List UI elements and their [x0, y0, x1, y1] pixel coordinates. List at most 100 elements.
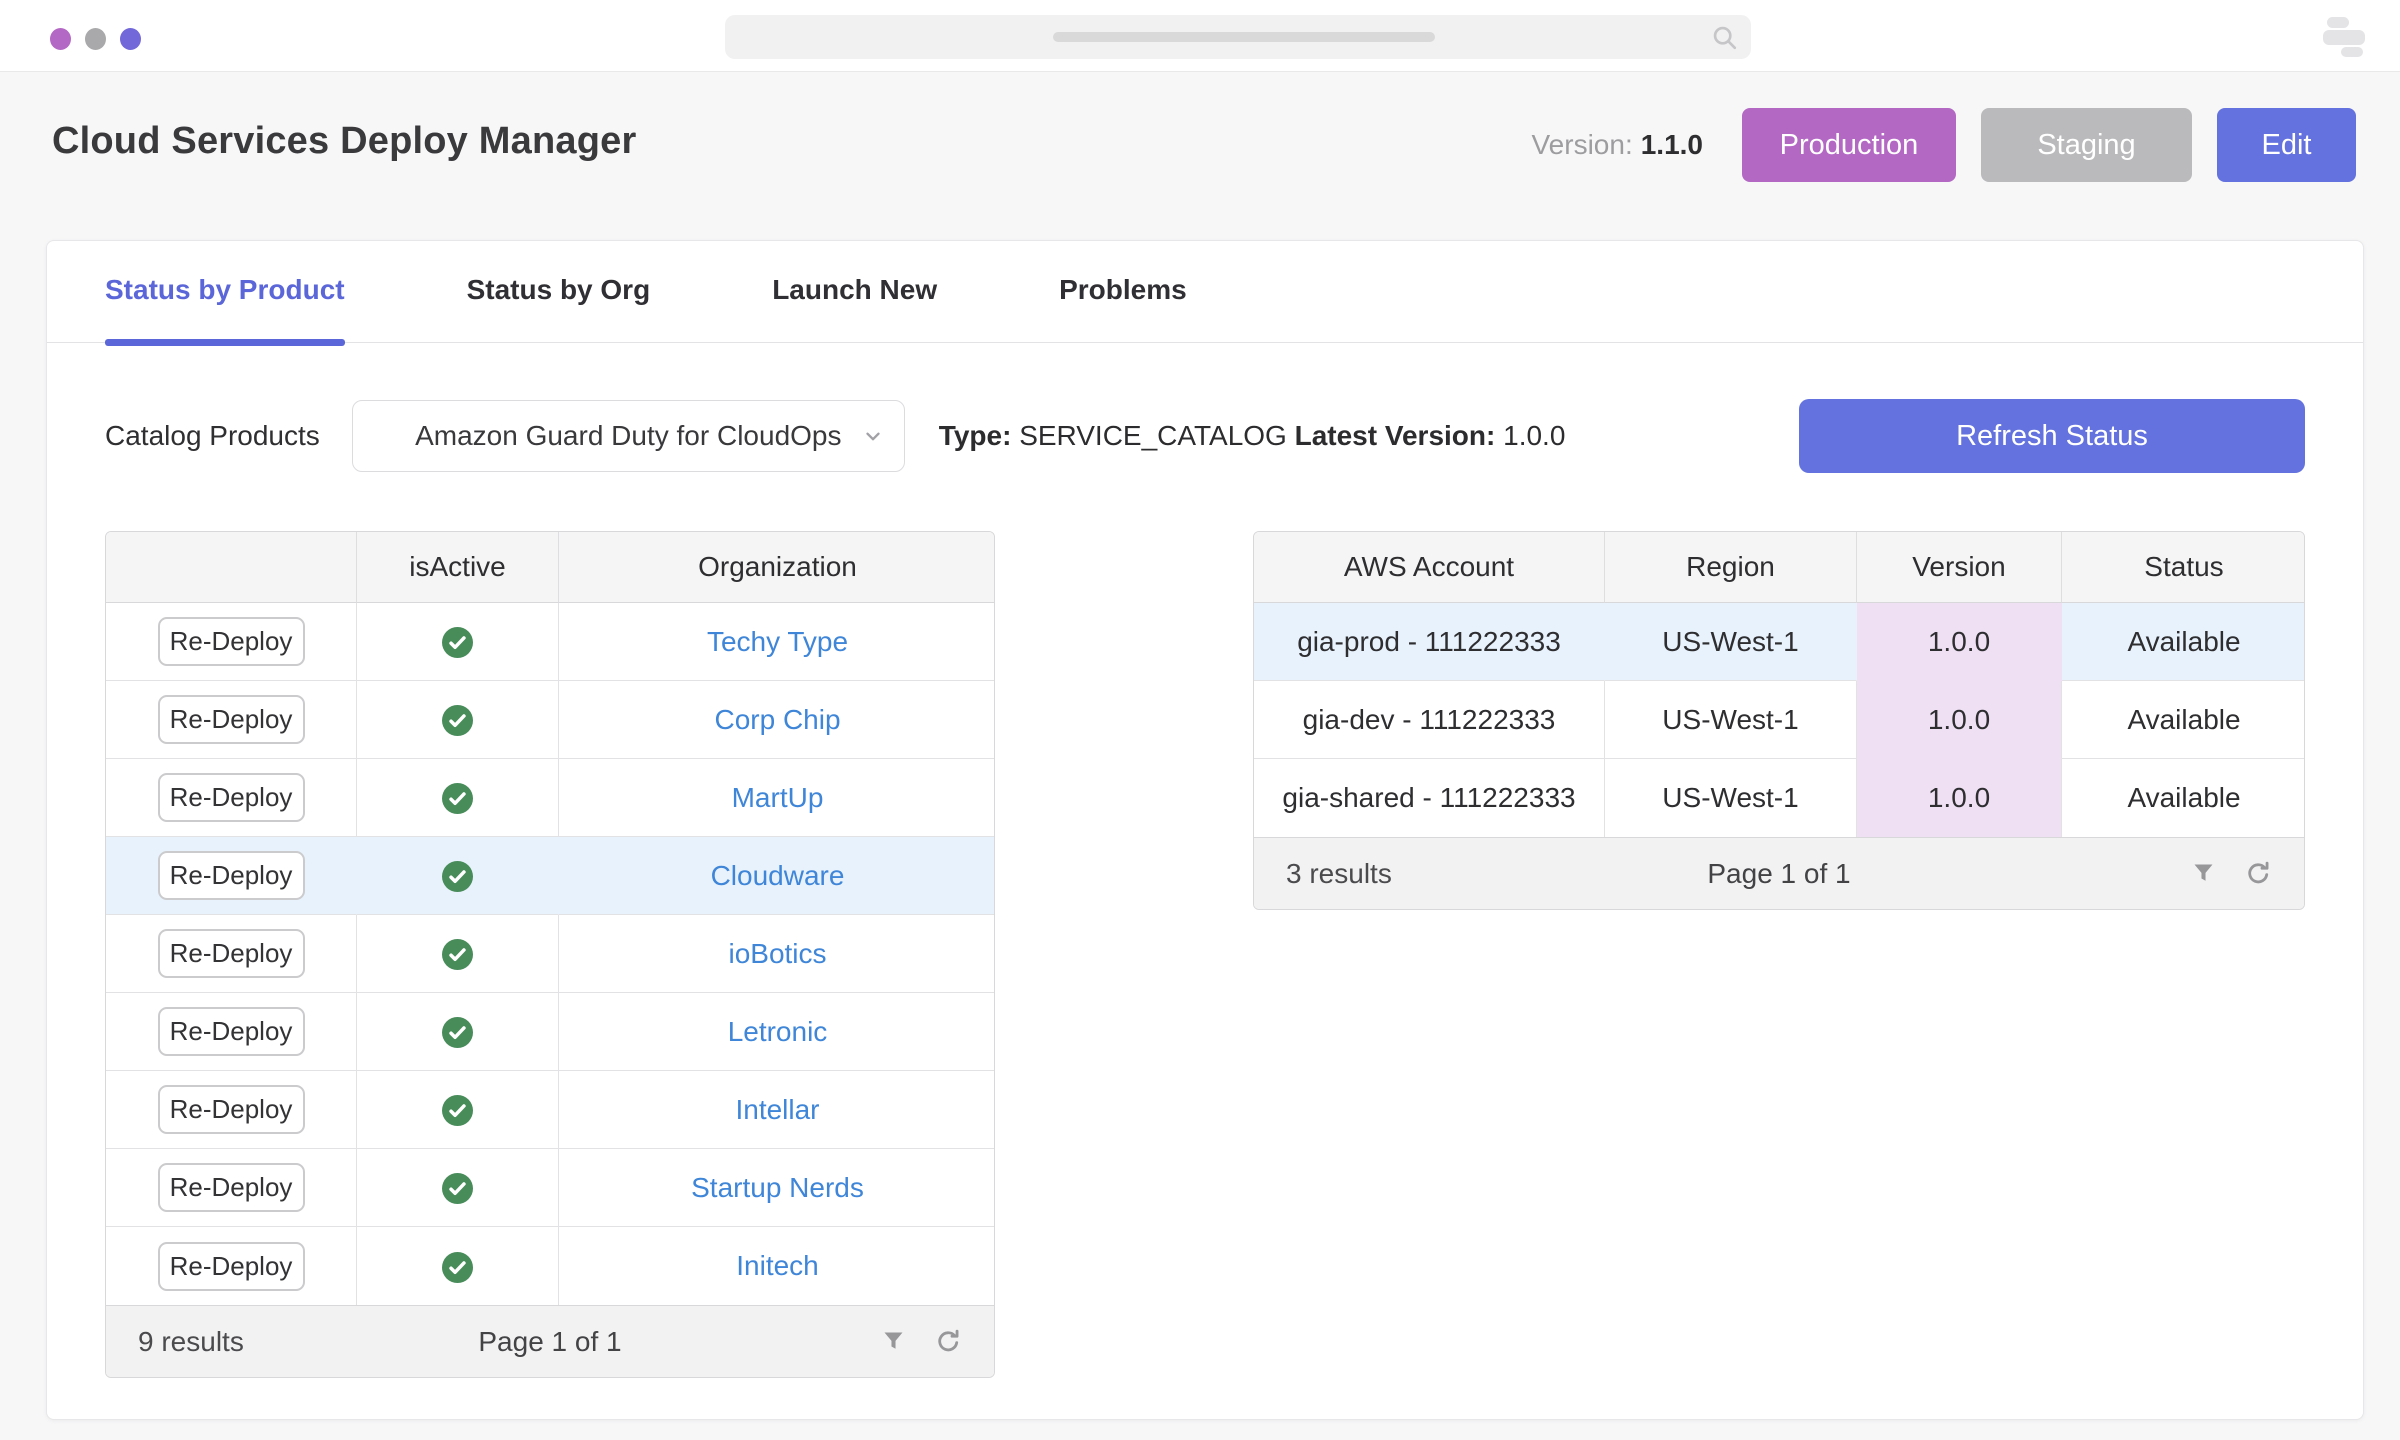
- tab-problems[interactable]: Problems: [1059, 274, 1187, 305]
- isactive-cell: [357, 837, 559, 915]
- redeploy-cell: Re-Deploy: [106, 837, 357, 915]
- org-table-row: Re-Deploy Corp Chip: [106, 681, 994, 759]
- acct-page-indicator: Page 1 of 1: [1707, 857, 1851, 889]
- org-header-actions: [106, 532, 357, 603]
- redeploy-cell: Re-Deploy: [106, 915, 357, 993]
- page-title: Cloud Services Deploy Manager: [52, 120, 637, 162]
- org-link[interactable]: Techy Type: [706, 625, 849, 657]
- redeploy-cell: Re-Deploy: [106, 1149, 357, 1227]
- redeploy-button[interactable]: Re-Deploy: [157, 617, 305, 666]
- redeploy-button[interactable]: Re-Deploy: [157, 773, 305, 822]
- account-table-row[interactable]: gia-dev - 111222333 US-West-1 1.0.0 Avai…: [1254, 681, 2304, 759]
- organization-cell: ioBotics: [559, 915, 994, 993]
- browser-search-input[interactable]: [725, 15, 1751, 59]
- org-link[interactable]: Corp Chip: [714, 703, 841, 735]
- redeploy-cell: Re-Deploy: [106, 759, 357, 837]
- type-label: Type:: [938, 420, 1012, 451]
- tab-status-by-product[interactable]: Status by Product: [105, 274, 345, 346]
- org-link[interactable]: Letronic: [727, 1015, 828, 1047]
- isactive-cell: [357, 1227, 559, 1305]
- account-table-row[interactable]: gia-shared - 111222333 US-West-1 1.0.0 A…: [1254, 759, 2304, 837]
- refresh-icon[interactable]: [2245, 860, 2272, 887]
- edit-button[interactable]: Edit: [2217, 108, 2356, 182]
- latest-version-label: Latest Version:: [1294, 420, 1496, 451]
- isactive-cell: [357, 681, 559, 759]
- version-cell: 1.0.0: [1857, 681, 2062, 759]
- org-table-row: Re-Deploy Cloudware: [106, 837, 994, 915]
- redeploy-button[interactable]: Re-Deploy: [157, 695, 305, 744]
- active-check-icon: [442, 1017, 473, 1049]
- redeploy-button[interactable]: Re-Deploy: [157, 1241, 305, 1291]
- window-dot-indigo[interactable]: [120, 28, 141, 50]
- organization-cell: Cloudware: [559, 837, 994, 915]
- active-check-icon: [442, 939, 473, 971]
- tab-status-by-org[interactable]: Status by Org: [466, 274, 651, 305]
- redeploy-cell: Re-Deploy: [106, 1071, 357, 1149]
- organization-cell: Initech: [559, 1227, 994, 1305]
- region-cell: US-West-1: [1605, 603, 1857, 681]
- org-table-body: Re-Deploy Techy Type Re-Deploy Corp Chip: [106, 603, 994, 1305]
- redeploy-cell: Re-Deploy: [106, 1227, 357, 1305]
- dropdown-selected-value: Amazon Guard Duty for CloudOps: [415, 420, 842, 451]
- org-link[interactable]: Intellar: [735, 1093, 820, 1125]
- org-table-row: Re-Deploy Letronic: [106, 993, 994, 1071]
- org-table-row: Re-Deploy ioBotics: [106, 915, 994, 993]
- status-cell: Available: [2127, 782, 2241, 813]
- account-table-row[interactable]: gia-prod - 111222333 US-West-1 1.0.0 Ava…: [1254, 603, 2304, 681]
- organization-cell: Intellar: [559, 1071, 994, 1149]
- header-actions: Version: 1.1.0 Production Staging Edit: [1532, 108, 2356, 182]
- org-results-count: 9 results: [138, 1325, 244, 1357]
- filter-icon[interactable]: [2190, 860, 2217, 887]
- catalog-product-dropdown[interactable]: Amazon Guard Duty for CloudOps: [351, 400, 905, 472]
- version-value: 1.1.0: [1640, 129, 1703, 160]
- app-version: Version: 1.1.0: [1532, 129, 1703, 161]
- stacked-bars-icon[interactable]: [2323, 15, 2367, 57]
- staging-button[interactable]: Staging: [1981, 108, 2192, 182]
- redeploy-cell: Re-Deploy: [106, 603, 357, 681]
- org-page-indicator: Page 1 of 1: [478, 1325, 622, 1357]
- chevron-down-icon: [866, 432, 880, 441]
- org-link[interactable]: MartUp: [731, 781, 824, 813]
- org-table-row: Re-Deploy Initech: [106, 1227, 994, 1305]
- organization-cell: Letronic: [559, 993, 994, 1071]
- tab-launch-new[interactable]: Launch New: [772, 274, 938, 305]
- type-value: SERVICE_CATALOG: [1019, 420, 1287, 451]
- refresh-status-button[interactable]: Refresh Status: [1799, 399, 2305, 473]
- org-link[interactable]: Cloudware: [710, 859, 845, 891]
- redeploy-button[interactable]: Re-Deploy: [157, 1007, 305, 1056]
- region-cell: US-West-1: [1605, 681, 1857, 759]
- redeploy-button[interactable]: Re-Deploy: [157, 1085, 305, 1134]
- production-button[interactable]: Production: [1742, 108, 1956, 182]
- org-link[interactable]: ioBotics: [728, 937, 827, 969]
- redeploy-button[interactable]: Re-Deploy: [157, 1163, 305, 1212]
- region-cell: US-West-1: [1605, 759, 1857, 837]
- aws-account-cell: gia-dev - 111222333: [1254, 681, 1605, 759]
- redeploy-button[interactable]: Re-Deploy: [157, 851, 305, 900]
- org-table-header-row: isActive Organization: [106, 532, 994, 603]
- filter-icon[interactable]: [880, 1328, 907, 1355]
- org-link[interactable]: Initech: [736, 1250, 819, 1281]
- org-link[interactable]: Startup Nerds: [691, 1171, 864, 1203]
- account-table-header-row: AWS Account Region Version Status: [1254, 532, 2304, 603]
- account-table: AWS Account Region Version Status gia-pr…: [1253, 531, 2305, 910]
- organization-cell: Startup Nerds: [559, 1149, 994, 1227]
- aws-account-cell: gia-prod - 111222333: [1254, 603, 1605, 681]
- org-table-row: Re-Deploy Techy Type: [106, 603, 994, 681]
- catalog-toolbar: Catalog Products Amazon Guard Duty for C…: [105, 399, 2305, 473]
- redeploy-button[interactable]: Re-Deploy: [157, 929, 305, 978]
- window-dot-purple[interactable]: [50, 28, 71, 50]
- tab-bar: Status by Product Status by Org Launch N…: [47, 241, 2363, 346]
- browser-top-bar: [0, 0, 2400, 72]
- organization-cell: MartUp: [559, 759, 994, 837]
- isactive-cell: [357, 1071, 559, 1149]
- version-cell: 1.0.0: [1857, 759, 2062, 837]
- window-dot-gray[interactable]: [85, 28, 106, 50]
- isactive-cell: [357, 915, 559, 993]
- account-table-footer: 3 results Page 1 of 1: [1254, 837, 2304, 909]
- refresh-icon[interactable]: [935, 1328, 962, 1355]
- isactive-cell: [357, 603, 559, 681]
- active-check-icon: [442, 1095, 473, 1127]
- isactive-cell: [357, 759, 559, 837]
- active-check-icon: [442, 705, 473, 737]
- redeploy-cell: Re-Deploy: [106, 993, 357, 1071]
